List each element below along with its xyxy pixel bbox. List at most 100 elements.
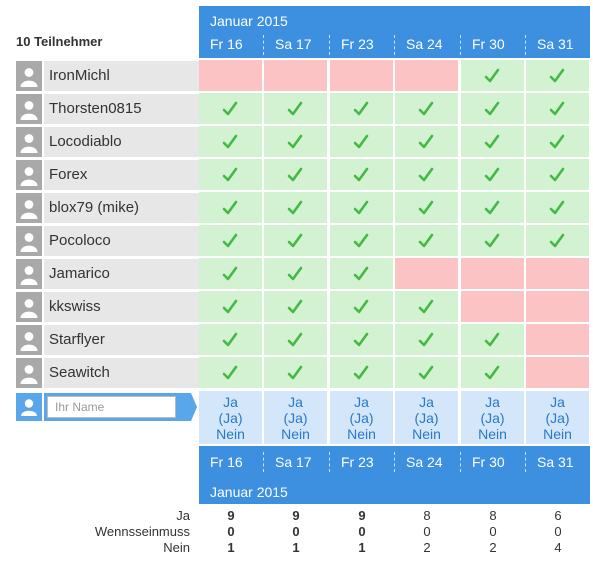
vote-option-ja[interactable]: Ja [223,394,238,410]
summary-wenn-value: 0 [292,524,300,539]
person-icon [20,332,38,351]
checkmark-icon [222,167,238,182]
summary-nein-value: 1 [292,540,300,555]
vote-cell-yes [330,192,393,223]
summary-ja-value: 9 [227,508,235,523]
vote-cell-no [461,258,524,289]
vote-option-nein[interactable]: Nein [478,426,507,442]
vote-cell-no [526,357,589,388]
person-icon [20,167,38,186]
vote-option-nein[interactable]: Nein [543,426,572,442]
checkmark-icon [353,299,369,314]
checkmark-icon-wrap [353,266,369,287]
checkmark-icon-wrap [353,101,369,122]
checkmark-icon [222,200,238,215]
checkmark-icon-wrap [222,167,238,188]
vote-option-cell: Ja (Ja) Nein [330,391,393,444]
checkmark-icon-wrap [353,167,369,188]
summary-nein-value: 4 [554,540,562,555]
checkmark-icon [418,200,434,215]
vote-cell-yes [199,258,262,289]
vote-cell-no [461,291,524,322]
date-separator [329,452,330,472]
vote-option-ja-paren[interactable]: (Ja) [480,410,505,426]
date-separator [460,35,461,55]
checkmark-icon [418,365,434,380]
vote-option-ja[interactable]: Ja [485,394,500,410]
vote-cell-yes [264,126,327,157]
avatar [16,193,42,223]
avatar [16,127,42,157]
vote-option-ja[interactable]: Ja [354,394,369,410]
vote-option-nein[interactable]: Nein [281,426,310,442]
checkmark-icon [484,233,500,248]
vote-cell-yes [461,60,524,91]
checkmark-icon [353,365,369,380]
vote-cell-no [199,60,262,91]
name-input[interactable] [47,396,176,418]
vote-option-ja-paren[interactable]: (Ja) [349,410,374,426]
checkmark-icon-wrap [353,365,369,386]
vote-option-ja[interactable]: Ja [288,394,303,410]
vote-cell-no [395,258,458,289]
checkmark-icon [353,200,369,215]
checkmark-icon-wrap [222,101,238,122]
vote-option-nein[interactable]: Nein [412,426,441,442]
participant-name: Jamarico [44,259,213,289]
person-icon [20,299,38,318]
vote-cell-yes [395,291,458,322]
vote-option-ja-paren[interactable]: (Ja) [545,410,570,426]
vote-cell-yes [395,159,458,190]
vote-option-ja-paren[interactable]: (Ja) [218,410,243,426]
checkmark-icon-wrap [353,200,369,221]
person-icon [20,200,38,219]
vote-option-ja-paren[interactable]: (Ja) [414,410,439,426]
checkmark-icon-wrap [418,233,434,254]
header-date-2: Fr 23 [341,36,374,52]
vote-option-ja[interactable]: Ja [550,394,565,410]
checkmark-icon [222,134,238,149]
participant-name: Starflyer [44,325,213,355]
participant-name: Pocoloco [44,226,213,256]
header-date-1: Sa 17 [275,36,312,52]
checkmark-icon-wrap [287,365,303,386]
checkmark-icon-wrap [549,68,565,89]
date-separator [525,35,526,55]
participant-name: Forex [44,160,213,190]
checkmark-icon-wrap [353,134,369,155]
vote-cell-yes [461,192,524,223]
checkmark-icon [353,101,369,116]
vote-option-cell: Ja (Ja) Nein [264,391,327,444]
footer-date-0: Fr 16 [210,454,243,470]
person-icon [20,266,38,285]
checkmark-icon [222,332,238,347]
checkmark-icon-wrap [287,266,303,287]
footer-date-5: Sa 31 [537,454,574,470]
checkmark-icon [418,299,434,314]
checkmark-icon-wrap [484,101,500,122]
checkmark-icon [418,134,434,149]
header-date-0: Fr 16 [210,36,243,52]
vote-cell-yes [330,225,393,256]
vote-cell-yes [330,159,393,190]
vote-cell-yes [461,159,524,190]
vote-option-ja[interactable]: Ja [419,394,434,410]
date-separator [263,35,264,55]
checkmark-icon-wrap [287,200,303,221]
checkmark-icon-wrap [484,332,500,353]
vote-option-cell: Ja (Ja) Nein [461,391,524,444]
vote-option-nein[interactable]: Nein [216,426,245,442]
vote-cell-yes [264,225,327,256]
checkmark-icon [484,200,500,215]
vote-option-ja-paren[interactable]: (Ja) [283,410,308,426]
vote-option-nein[interactable]: Nein [347,426,376,442]
person-icon [20,233,38,252]
footer-date-1: Sa 17 [275,454,312,470]
participant-name: IronMichl [44,61,213,91]
vote-cell-yes [395,93,458,124]
vote-cell-yes [330,93,393,124]
checkmark-icon-wrap [418,134,434,155]
footer-date-2: Fr 23 [341,454,374,470]
date-separator [329,35,330,55]
